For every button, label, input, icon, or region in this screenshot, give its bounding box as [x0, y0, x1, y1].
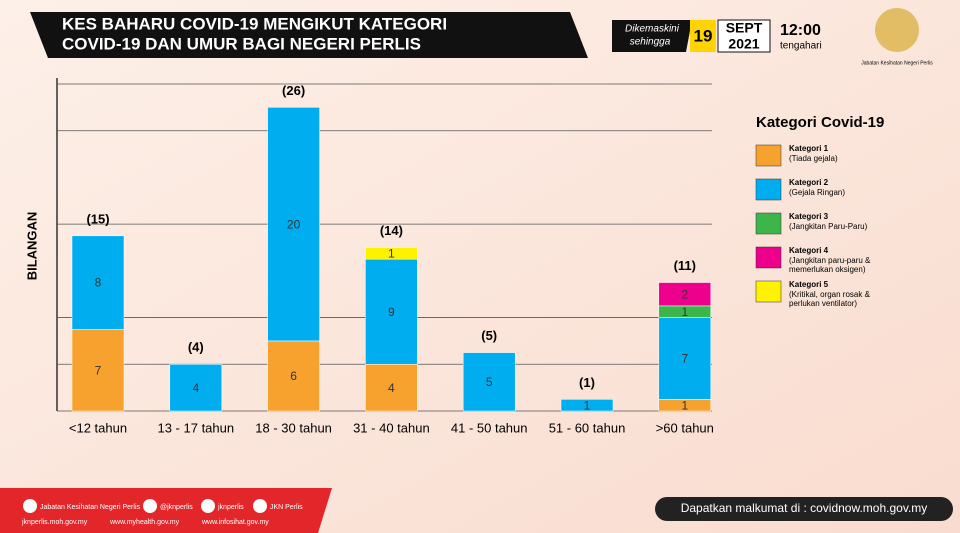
crest — [875, 8, 919, 52]
total-label: (5) — [481, 328, 497, 343]
total-label: (1) — [579, 375, 595, 390]
time: 12:00 — [780, 22, 821, 39]
legend-name: Kategori 1 — [789, 144, 829, 153]
bar-segment — [658, 317, 712, 400]
info: Dapatkan malkumat di : covidnow.moh.gov.… — [681, 501, 928, 515]
bar-segment — [365, 364, 418, 412]
site: jknperlis.moh.gov.my — [21, 519, 88, 526]
social-icon — [253, 499, 267, 513]
segment-label: 2 — [681, 287, 688, 301]
social-handle: @jknperlis — [160, 504, 193, 511]
title: COVID-19 DAN UMUR BAGI NEGERI PERLIS — [62, 34, 421, 53]
title-banner — [30, 12, 588, 58]
legend-name: Kategori 3 — [789, 212, 829, 221]
bar-segment — [267, 107, 320, 342]
legend-description: (Jangkitan paru-paru & — [789, 256, 871, 265]
segment-label: 1 — [681, 305, 688, 319]
total-label: (26) — [282, 83, 305, 98]
year: 2021 — [728, 36, 759, 52]
legend-description: (Gejala Ringan) — [789, 188, 845, 197]
period: tengahari — [780, 41, 822, 52]
y-axis-label: BILANGAN — [24, 212, 39, 281]
segment-label: 4 — [388, 381, 395, 395]
legend-description: (Kritikal, organ rosak & — [789, 290, 871, 299]
legend-swatch — [755, 212, 782, 235]
segment-label: 1 — [584, 398, 591, 412]
x-tick-label: 31 - 40 tahun — [353, 420, 430, 435]
footer-banner — [0, 488, 332, 533]
legend-title: Kategori Covid-19 — [756, 114, 884, 131]
legend-swatch — [755, 280, 782, 303]
segment-label: 1 — [388, 247, 395, 261]
legend-swatch — [755, 178, 782, 201]
agency: Jabatan Kesihatan Negeri Perlis — [861, 60, 933, 66]
legend-description: (Jangkitan Paru-Paru) — [789, 222, 868, 231]
updated: Dikemaskini — [625, 24, 680, 35]
segment-label: 1 — [681, 398, 688, 412]
site: www.myhealth.gov.my — [109, 519, 180, 526]
segment-label: 20 — [287, 217, 301, 231]
day: 19 — [694, 26, 713, 45]
social-handle: Jabatan Kesihatan Negeri Perlis — [40, 504, 141, 511]
bar-segment — [169, 364, 223, 412]
legend-description: memerlukan oksigen) — [789, 265, 866, 274]
x-tick-label: 51 - 60 tahun — [549, 420, 626, 435]
segment-label: 7 — [681, 352, 688, 366]
bar-segment — [365, 247, 418, 260]
x-tick-label: >60 tahun — [656, 420, 714, 435]
x-tick-label: 41 - 50 tahun — [451, 420, 528, 435]
legend-name: Kategori 2 — [789, 178, 829, 187]
legend-description: (Tiada gejala) — [789, 154, 838, 163]
until: sehingga — [630, 37, 671, 48]
social-handle: jknperlis — [217, 504, 244, 511]
month-box — [717, 19, 771, 53]
segment-label: 4 — [192, 381, 199, 395]
legend-swatch — [755, 246, 782, 269]
segment-label: 8 — [95, 276, 102, 290]
total-label: (15) — [86, 211, 109, 226]
bar-segment — [71, 329, 125, 412]
segment-label: 6 — [290, 369, 297, 383]
bar-segment — [560, 399, 614, 412]
social-icon — [23, 499, 37, 513]
total-label: (11) — [674, 258, 696, 273]
social-handle: JKN Perlis — [270, 504, 303, 511]
x-tick-label: 18 - 30 tahun — [255, 420, 332, 435]
bar-segment — [267, 340, 320, 412]
legend-swatch — [755, 144, 782, 167]
month: SEPT — [726, 20, 763, 36]
day-box — [690, 20, 716, 52]
title: KES BAHARU COVID-19 MENGIKUT KATEGORI — [62, 14, 447, 33]
bar-segment — [71, 235, 125, 330]
social-icon — [201, 499, 215, 513]
site: www.infosihat.gov.my — [201, 519, 269, 526]
total-label: (4) — [188, 340, 204, 355]
total-label: (14) — [380, 223, 403, 238]
segment-label: 5 — [486, 375, 493, 389]
legend-name: Kategori 4 — [789, 246, 829, 255]
segment-label: 7 — [95, 363, 102, 377]
legend-name: Kategori 5 — [789, 280, 829, 289]
bar-segment — [462, 352, 516, 412]
segment-label: 9 — [388, 305, 395, 319]
date-box — [612, 20, 692, 52]
social-icon — [143, 499, 157, 513]
info-pill — [655, 497, 953, 521]
bar-segment — [658, 282, 712, 307]
legend-description: perlukan ventilator) — [789, 299, 857, 308]
bar-segment — [365, 258, 418, 365]
x-tick-label: 13 - 17 tahun — [157, 420, 234, 435]
x-tick-label: <12 tahun — [69, 420, 127, 435]
